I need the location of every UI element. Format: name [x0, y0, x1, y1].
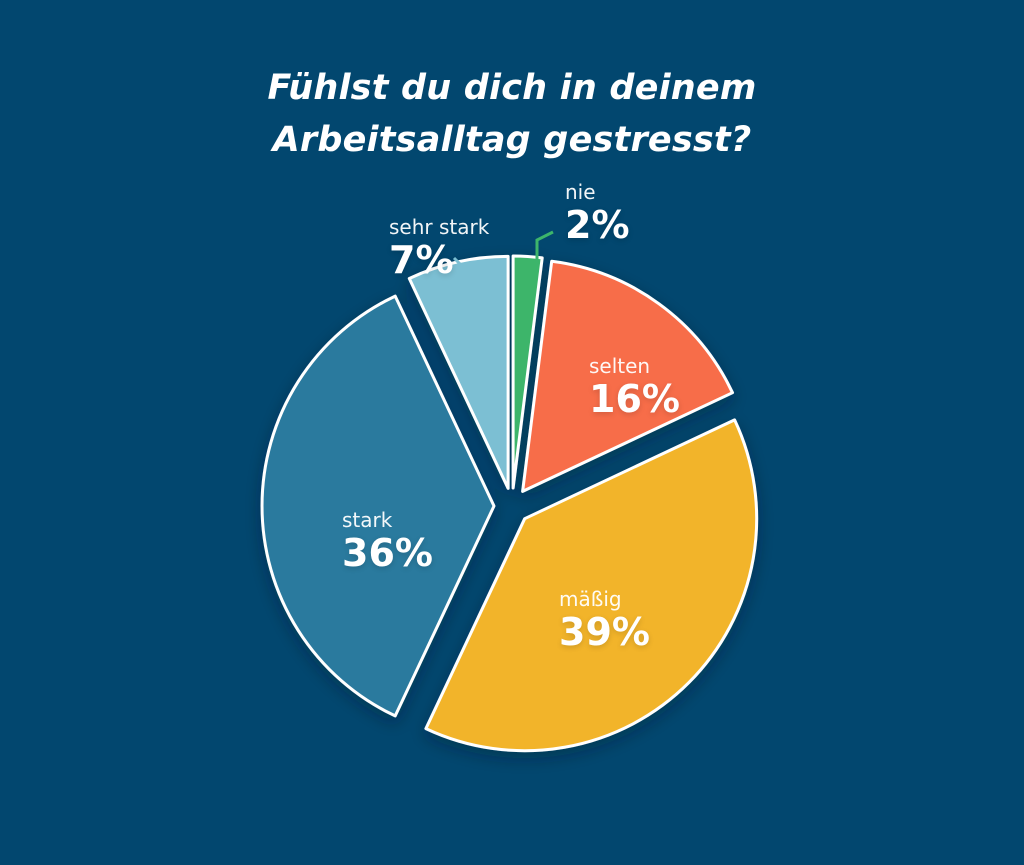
label-stark: stark 36%: [342, 509, 433, 575]
label-stark-name: stark: [342, 508, 393, 532]
pie-slice-nie: [511, 254, 544, 490]
label-maessig-percent: 39%: [559, 610, 650, 654]
label-selten-name: selten: [589, 354, 651, 378]
label-maessig-name: mäßig: [559, 587, 622, 611]
leader-line-nie: [535, 230, 554, 272]
label-nie-percent: 2%: [565, 203, 630, 247]
pie-slice-maessig: [424, 418, 759, 753]
label-selten: selten 16%: [589, 355, 680, 421]
label-sehr-stark: sehr stark 7%: [389, 216, 489, 282]
label-selten-percent: 16%: [589, 377, 680, 421]
label-sehr-stark-name: sehr stark: [389, 215, 490, 239]
label-stark-percent: 36%: [342, 531, 433, 575]
label-maessig: mäßig 39%: [559, 588, 650, 654]
chart-title-line-1: Fühlst du dich in deinem: [267, 68, 757, 108]
pie-slice-stark: [260, 294, 496, 718]
label-sehr-stark-percent: 7%: [389, 238, 454, 282]
label-nie-name: nie: [565, 180, 596, 204]
pie-slice-selten: [521, 259, 734, 493]
chart-title-line-2: Arbeitsalltag gestresst?: [272, 120, 752, 160]
leader-line-sehr-stark: [452, 256, 468, 296]
label-nie: nie 2%: [565, 181, 630, 247]
chart-title: Fühlst du dich in deinem Arbeitsalltag g…: [0, 62, 1024, 166]
